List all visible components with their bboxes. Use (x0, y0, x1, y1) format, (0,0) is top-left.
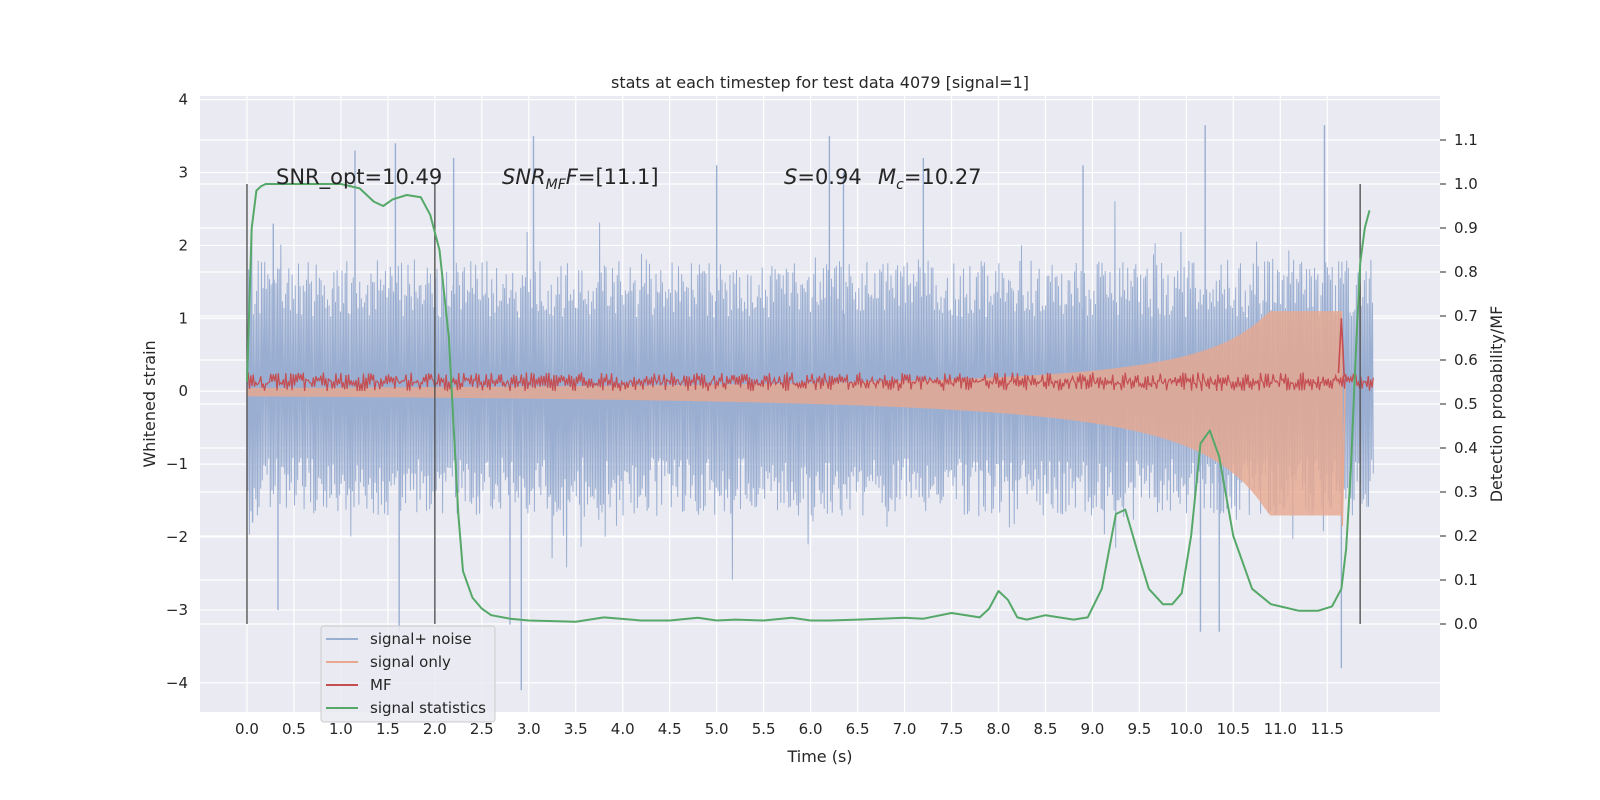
annotation-s: S=0.94 (784, 165, 862, 189)
x-tick-label: 5.0 (705, 720, 729, 738)
x-tick-label: 10.0 (1170, 720, 1203, 738)
x-tick-label: 1.5 (376, 720, 400, 738)
y-right-axis-ticks: 0.0 0.1 0.2 0.3 0.4 0.5 0.6 0.7 0.8 0.9 1.0 1.1 (1440, 131, 1478, 633)
y-right-tick-label: 0.7 (1454, 307, 1478, 325)
x-tick-label: 3.5 (564, 720, 588, 738)
y-tick-label: 0 (178, 382, 188, 400)
x-tick-label: 9.5 (1127, 720, 1151, 738)
chart-title: stats at each timestep for test data 407… (611, 73, 1029, 92)
legend: signal+ noise signal only MF signal stat… (320, 625, 496, 723)
y-tick-label: −3 (166, 601, 188, 619)
annotation-s-sym: S (784, 165, 797, 189)
x-tick-label: 11.0 (1264, 720, 1297, 738)
signal-chirp (247, 311, 1342, 516)
legend-label-signal-plus-noise: signal+ noise (370, 630, 472, 648)
x-tick-label: 0.5 (282, 720, 306, 738)
x-tick-label: 4.5 (658, 720, 682, 738)
y-right-tick-label: 0.6 (1454, 351, 1478, 369)
y-right-tick-label: 1.0 (1454, 175, 1478, 193)
annotation-snr-mf-rest: =[11.1] (578, 165, 659, 189)
y-tick-label: −1 (166, 455, 188, 473)
annotation-snr-mf-base: SNR (502, 165, 546, 189)
legend-box (320, 625, 496, 723)
legend-label-signal-only: signal only (370, 653, 451, 671)
y-right-tick-label: 1.1 (1454, 131, 1478, 149)
statistics-line (246, 183, 1371, 623)
y-tick-label: −4 (166, 674, 188, 692)
x-tick-label: 2.0 (423, 720, 447, 738)
annotation-s-val: =0.94 (797, 165, 861, 189)
x-tick-label: 6.5 (846, 720, 870, 738)
mf-spike (1337, 318, 1345, 377)
x-tick-label: 8.0 (987, 720, 1011, 738)
y-right-tick-label: 0.0 (1454, 615, 1478, 633)
legend-label-signal-statistics: signal statistics (370, 699, 486, 717)
y-axis-ticks: −4 −3 −2 −1 0 1 2 3 4 (166, 91, 188, 692)
x-tick-label: 9.0 (1080, 720, 1104, 738)
x-tick-label: 10.5 (1217, 720, 1250, 738)
annotation-snr-opt: SNR_opt=10.49 (276, 165, 442, 190)
y-tick-label: −2 (166, 528, 188, 546)
series-signal-statistics (246, 183, 1371, 623)
x-axis-label: Time (s) (786, 747, 852, 766)
x-tick-label: 7.0 (893, 720, 917, 738)
y-right-tick-label: 0.5 (1454, 395, 1478, 413)
y-right-tick-label: 0.9 (1454, 219, 1478, 237)
y-tick-label: 3 (178, 164, 188, 182)
y-right-tick-label: 0.4 (1454, 439, 1478, 457)
y-right-axis-label: Detection probability/MF (1487, 306, 1506, 503)
y-right-tick-label: 0.1 (1454, 571, 1478, 589)
annotation-snr-mf: SNRMFF=[11.1] (502, 165, 659, 193)
y-tick-label: 4 (178, 91, 188, 109)
annotation-snr-mf-sub: MF (546, 177, 567, 193)
annotation-mc: Mc=10.27 (878, 165, 982, 193)
x-tick-label: 4.0 (611, 720, 635, 738)
x-tick-label: 3.0 (517, 720, 541, 738)
y-right-tick-label: 0.8 (1454, 263, 1478, 281)
y-tick-label: 1 (178, 309, 188, 327)
x-tick-label: 6.0 (799, 720, 823, 738)
x-tick-label: 0.0 (235, 720, 259, 738)
x-tick-label: 1.0 (329, 720, 353, 738)
x-tick-label: 2.5 (470, 720, 494, 738)
y-right-tick-label: 0.3 (1454, 483, 1478, 501)
x-axis-ticks: 0.0 0.5 1.0 1.5 2.0 2.5 3.0 3.5 4.0 4.5 5.0 5.5 6.0 6… (235, 720, 1344, 738)
y-right-tick-label: 0.2 (1454, 527, 1478, 545)
annotation-mc-val: =10.27 (904, 165, 982, 189)
annotation-mc-sym: M (878, 165, 896, 189)
x-tick-label: 5.5 (752, 720, 776, 738)
y-axis-label: Whitened strain (140, 340, 159, 467)
x-tick-label: 11.5 (1311, 720, 1344, 738)
legend-label-mf: MF (370, 676, 392, 694)
x-tick-label: 8.5 (1034, 720, 1058, 738)
x-tick-label: 7.5 (940, 720, 964, 738)
y-tick-label: 2 (178, 236, 188, 254)
annotation-mc-sub: c (896, 177, 904, 193)
